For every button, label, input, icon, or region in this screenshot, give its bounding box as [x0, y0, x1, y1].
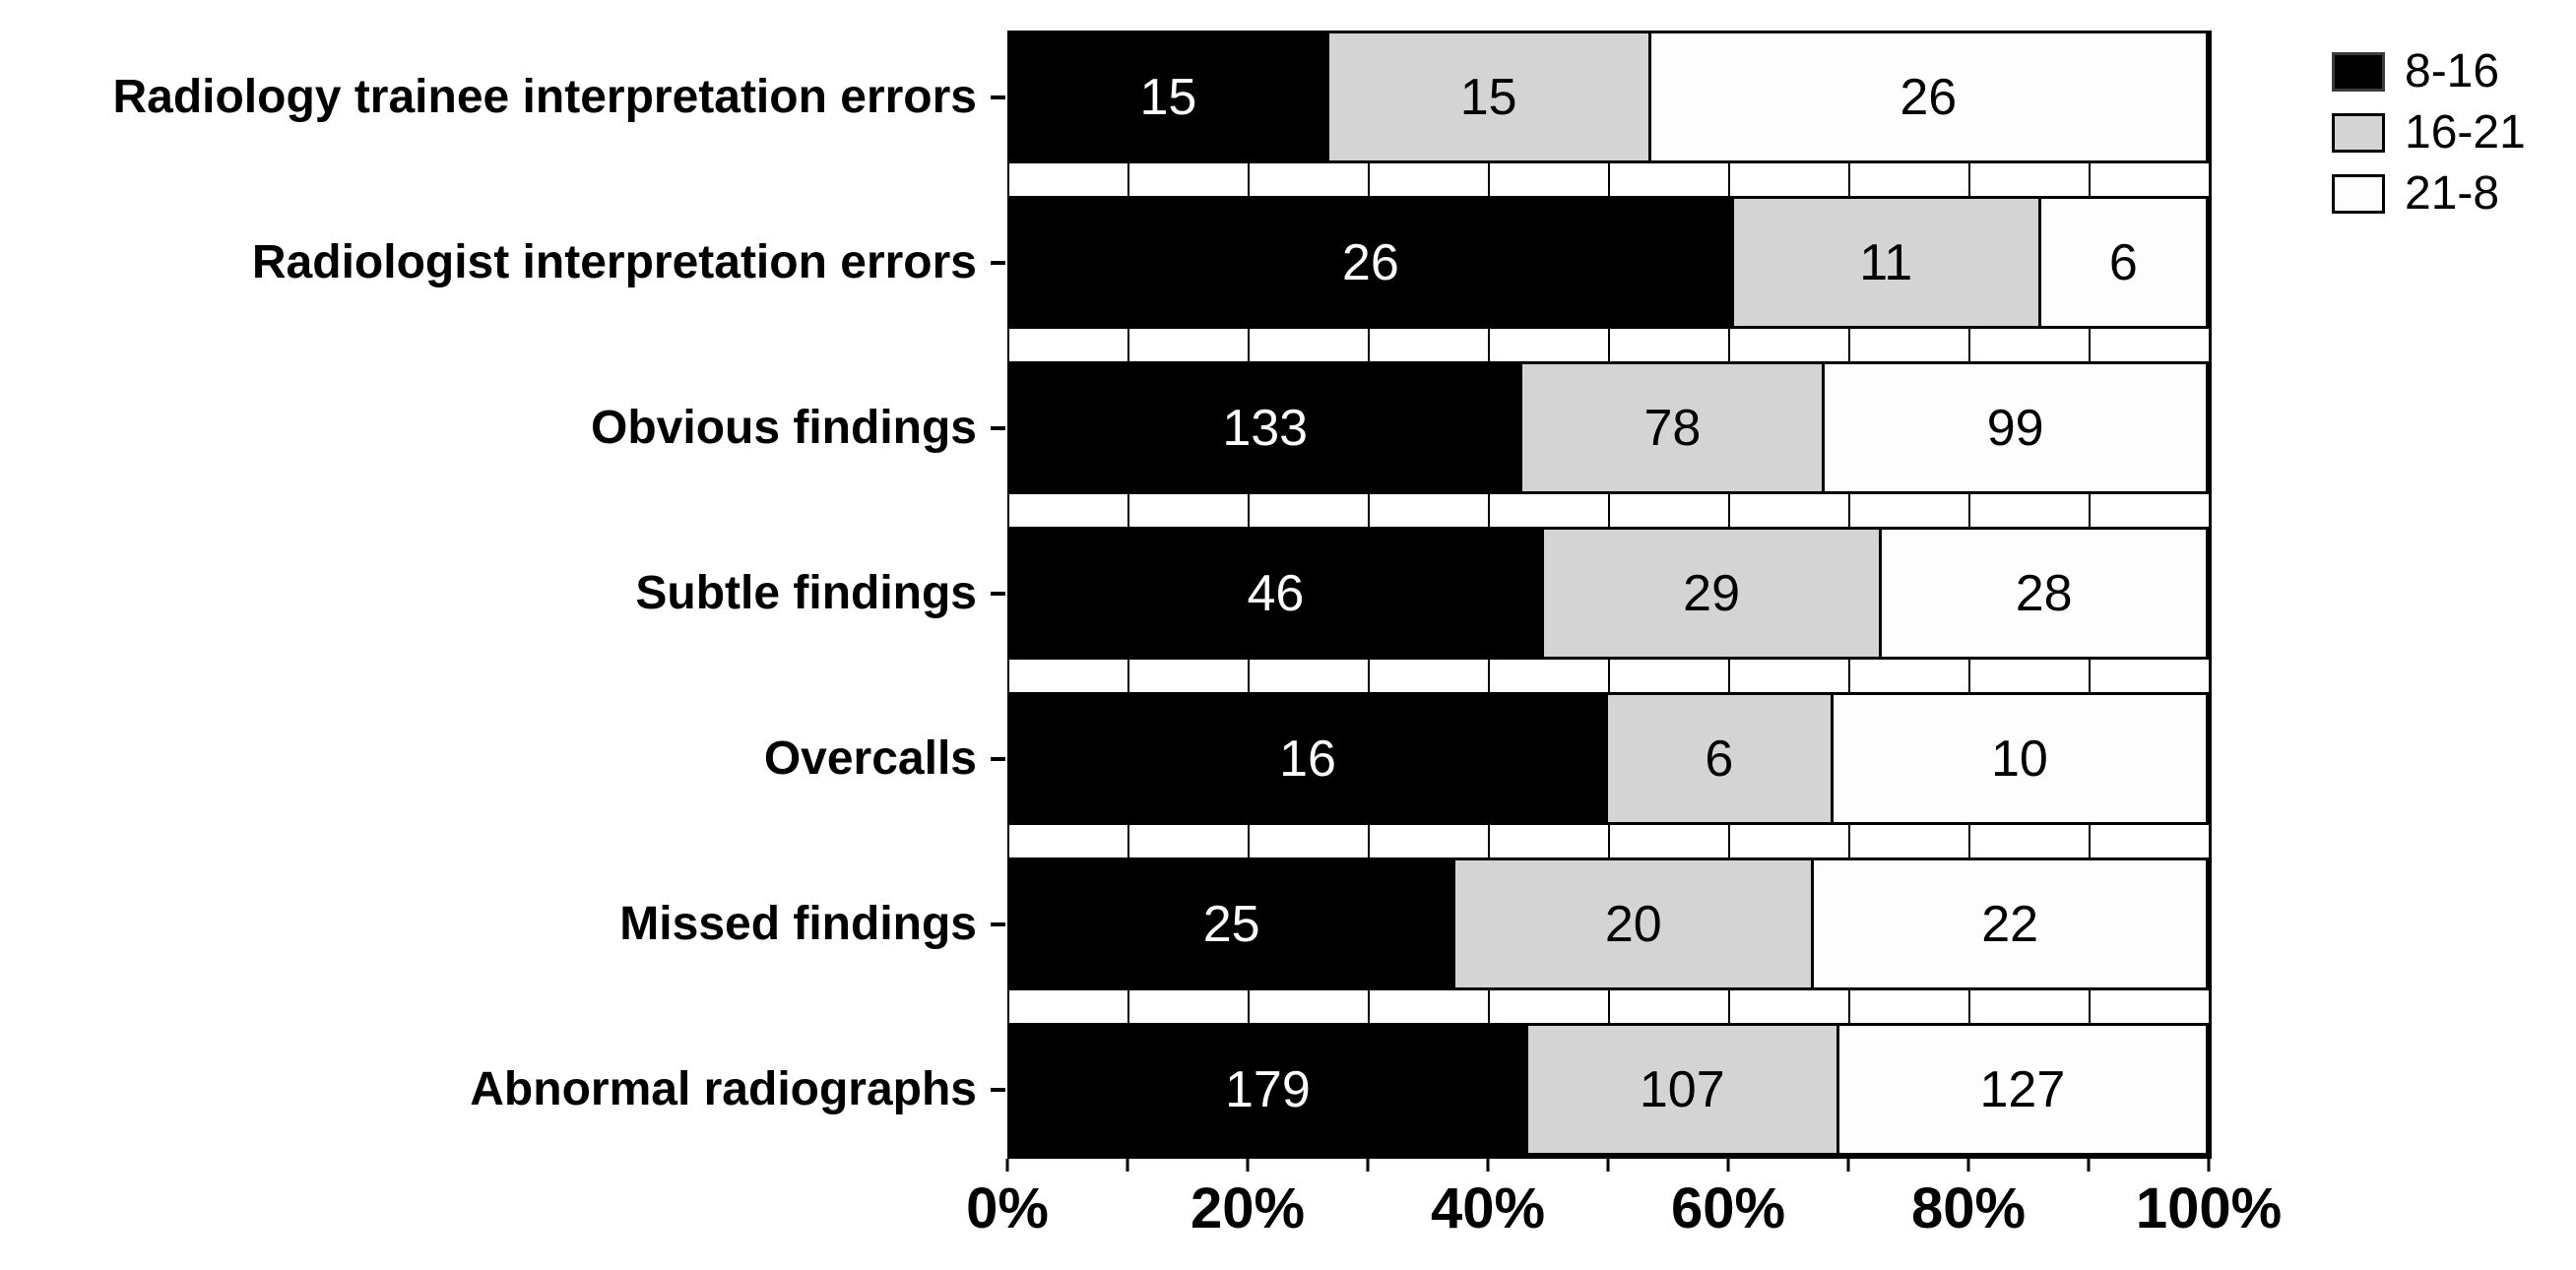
bar-segment-16-21: 29 — [1543, 527, 1883, 660]
legend-label: 8-16 — [2405, 45, 2500, 97]
bar-segment-16-21: 6 — [1608, 692, 1834, 825]
bar-row: 16 6 10 — [1007, 692, 2209, 825]
x-axis-tick-label: 40% — [1430, 1176, 1546, 1240]
bar-value-label: 22 — [1981, 895, 2039, 953]
category-label: Obvious findings — [591, 401, 977, 454]
bar-row: 179 107 127 — [1007, 1023, 2209, 1156]
bar-segment-21-8: 127 — [1838, 1023, 2209, 1156]
bar-segment-21-8: 6 — [2040, 196, 2209, 329]
bar-segment-21-8: 28 — [1882, 527, 2209, 660]
bar-value-label: 179 — [1224, 1060, 1311, 1118]
bar-segment-8-16: 16 — [1007, 692, 1608, 825]
category-tick — [991, 95, 1005, 99]
category-label: Overcalls — [763, 731, 977, 785]
category-label: Subtle findings — [635, 566, 977, 619]
x-axis-tick — [1005, 1159, 1009, 1172]
category-tick — [991, 921, 1005, 926]
bar-segment-21-8: 26 — [1650, 31, 2209, 163]
x-axis-tick — [1966, 1159, 1970, 1172]
bar-value-label: 10 — [1990, 730, 2048, 788]
legend-label: 21-8 — [2405, 167, 2500, 220]
legend-entry: 8-16 — [2332, 41, 2526, 102]
legend: 8-16 16-21 21-8 — [2332, 41, 2526, 224]
x-axis-tick — [1366, 1159, 1370, 1172]
bar-row: 133 78 99 — [1007, 361, 2209, 494]
bar-row: 15 15 26 — [1007, 31, 2209, 163]
bar-value-label: 20 — [1604, 895, 1662, 953]
bar-value-label: 29 — [1683, 564, 1740, 622]
x-axis-tick — [1486, 1159, 1490, 1172]
legend-swatch-icon — [2332, 174, 2385, 214]
bar-value-label: 28 — [2015, 564, 2073, 622]
bar-value-label: 6 — [2108, 233, 2138, 291]
x-axis-tick — [1126, 1159, 1129, 1172]
legend-label: 16-21 — [2405, 106, 2526, 159]
x-axis-tick — [1726, 1159, 1730, 1172]
x-axis-tick — [1606, 1159, 1610, 1172]
x-axis-tick — [2207, 1159, 2211, 1172]
x-axis-tick-label: 80% — [1910, 1176, 2027, 1240]
bar-segment-16-21: 78 — [1522, 361, 1826, 494]
category-tick — [991, 260, 1005, 265]
bar-value-label: 127 — [1979, 1060, 2066, 1118]
x-axis-tick-label: 20% — [1190, 1176, 1306, 1240]
category-tick — [991, 591, 1005, 596]
bar-segment-8-16: 15 — [1007, 31, 1329, 163]
bar-row: 25 20 22 — [1007, 857, 2209, 990]
legend-swatch-icon — [2332, 113, 2385, 153]
bar-segment-21-8: 99 — [1825, 361, 2209, 494]
category-tick — [991, 1087, 1005, 1092]
bar-value-label: 6 — [1705, 730, 1734, 788]
bar-value-label: 46 — [1247, 564, 1305, 622]
x-axis-tick-label: 60% — [1670, 1176, 1786, 1240]
bar-segment-8-16: 46 — [1007, 527, 1544, 660]
bar-segment-21-8: 22 — [1814, 857, 2209, 990]
category-label: Missed findings — [619, 897, 977, 950]
bar-value-label: 99 — [1986, 399, 2044, 457]
bar-segment-8-16: 179 — [1007, 1023, 1528, 1156]
bar-value-label: 11 — [1859, 233, 1913, 291]
bar-row: 26 11 6 — [1007, 196, 2209, 329]
bar-value-label: 15 — [1139, 68, 1197, 126]
bar-value-label: 15 — [1459, 68, 1517, 126]
category-label: Abnormal radiographs — [470, 1062, 977, 1115]
bar-row: 46 29 28 — [1007, 527, 2209, 660]
bar-value-label: 25 — [1202, 895, 1260, 953]
category-tick — [991, 756, 1005, 761]
bar-value-label: 16 — [1279, 730, 1336, 788]
bar-segment-8-16: 133 — [1007, 361, 1523, 494]
bar-segment-16-21: 11 — [1733, 196, 2041, 329]
bar-segment-8-16: 26 — [1007, 196, 1734, 329]
x-axis-tick — [1846, 1159, 1850, 1172]
x-axis-tick-label: 0% — [966, 1176, 1049, 1240]
bar-segment-21-8: 10 — [1833, 692, 2209, 825]
bar-value-label: 26 — [1900, 68, 1958, 126]
bar-segment-16-21: 20 — [1455, 857, 1815, 990]
bar-value-label: 78 — [1643, 399, 1702, 457]
bar-value-label: 107 — [1639, 1060, 1725, 1118]
category-label: Radiologist interpretation errors — [251, 235, 977, 288]
legend-entry: 21-8 — [2332, 163, 2526, 224]
x-axis-tick — [2087, 1159, 2091, 1172]
bar-value-label: 26 — [1341, 233, 1399, 291]
category-tick — [991, 425, 1005, 430]
bar-segment-16-21: 15 — [1328, 31, 1651, 163]
bar-value-label: 133 — [1222, 399, 1309, 457]
category-label: Radiology trainee interpretation errors — [112, 70, 977, 123]
bar-segment-8-16: 25 — [1007, 857, 1456, 990]
legend-swatch-icon — [2332, 52, 2385, 92]
plot-area: 15 15 26 26 11 6 133 78 99 46 29 28 16 6 10 25 20 22 179 10… — [1007, 31, 2212, 1159]
x-axis-tick — [1246, 1159, 1250, 1172]
legend-entry: 16-21 — [2332, 102, 2526, 163]
x-axis-tick-label: 100% — [2135, 1176, 2283, 1240]
bar-segment-16-21: 107 — [1527, 1023, 1839, 1156]
